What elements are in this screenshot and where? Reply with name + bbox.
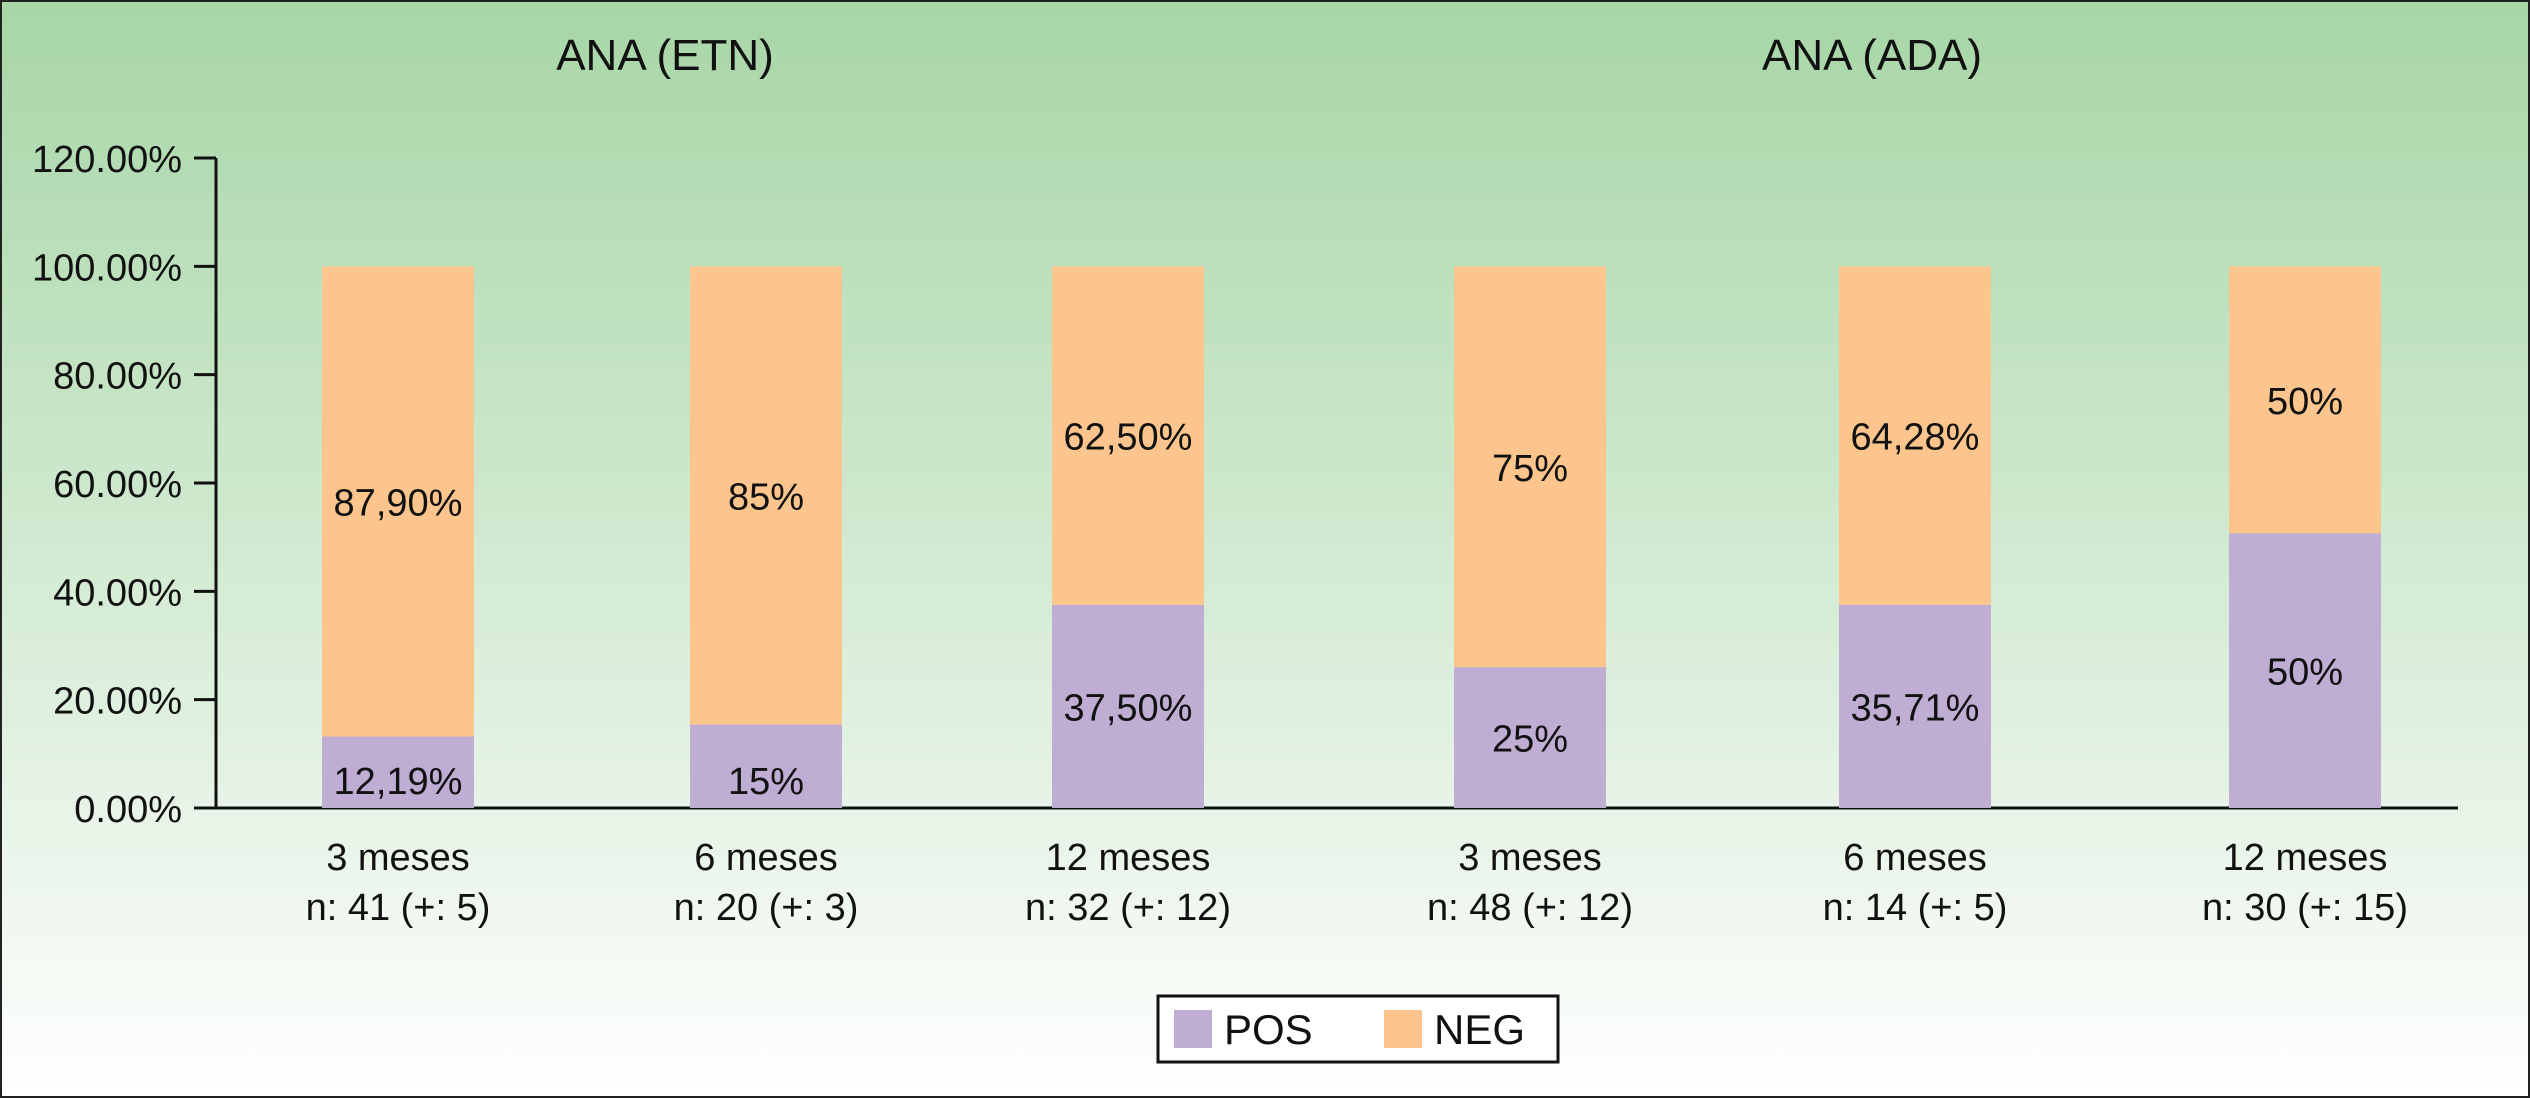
legend-box	[1156, 994, 1560, 1064]
x-tick-sublabel: n: 30 (+: 15)	[2202, 887, 2408, 929]
y-tick-label: 120.00%	[32, 139, 182, 181]
group-titles: ANA (ETN) ANA (ADA)	[556, 31, 1982, 80]
bar-data-label: 35,71%	[1851, 687, 1980, 729]
legend-label-neg: NEG	[1434, 1006, 1525, 1053]
bar-segment-pos	[1052, 604, 1204, 808]
x-axis-labels: 3 meses n: 41 (+: 5) 6 meses n: 20 (+: 3) 12…	[306, 837, 2408, 929]
legend: POS NEG	[1156, 994, 1560, 1064]
bar-segment-neg	[322, 266, 474, 737]
bar-segment-pos	[1839, 604, 1991, 808]
bar-data-label: 25%	[1492, 719, 1568, 761]
bar-segment-pos	[2229, 533, 2381, 808]
axes: 0.00% 20.00% 40.00% 60.00% 80.00% 100.00% 120.…	[32, 139, 2458, 831]
y-tick-label: 40.00%	[53, 572, 182, 614]
y-tick-label: 0.00%	[74, 789, 182, 831]
bar-data-label: 12,19%	[334, 761, 463, 803]
bar-segment-neg	[1052, 266, 1204, 605]
bar-segment-neg	[1839, 266, 1991, 605]
bar-data-label: 64,28%	[1851, 417, 1980, 459]
bar-data-label: 37,50%	[1064, 687, 1193, 729]
x-tick-sublabel: n: 32 (+: 12)	[1025, 887, 1231, 929]
bar-data-label: 87,90%	[334, 482, 463, 524]
bar-segment-neg	[2229, 266, 2381, 534]
x-tick-label: 6 meses	[1843, 837, 1987, 879]
x-tick-label: 12 meses	[2223, 837, 2388, 879]
y-tick-label: 20.00%	[53, 681, 182, 723]
bar-segment-pos	[1454, 667, 1606, 808]
bar-data-label: 50%	[2267, 652, 2343, 694]
x-tick-sublabel: n: 48 (+: 12)	[1427, 887, 1633, 929]
bar-data-label: 15%	[728, 761, 804, 803]
bar-data-label: 62,50%	[1064, 417, 1193, 459]
bar-segment-neg	[690, 266, 842, 725]
x-tick-label: 12 meses	[1046, 837, 1211, 879]
bar-segment-neg	[1454, 266, 1606, 668]
y-tick-label: 60.00%	[53, 464, 182, 506]
y-tick-label: 80.00%	[53, 356, 182, 398]
legend-label-pos: POS	[1224, 1006, 1313, 1053]
bar-data-label: 50%	[2267, 381, 2343, 423]
bar-segment-pos	[322, 736, 474, 808]
bars: 12,19% 87,90% 15% 85% 37,50% 62,50% 25% 75% 35,7…	[322, 266, 2381, 808]
x-tick-sublabel: n: 20 (+: 3)	[674, 887, 859, 929]
x-tick-sublabel: n: 14 (+: 5)	[1823, 887, 2008, 929]
x-tick-sublabel: n: 41 (+: 5)	[306, 887, 491, 929]
y-tick-label: 100.00%	[32, 247, 182, 289]
x-tick-label: 3 meses	[1458, 837, 1602, 879]
legend-swatch-pos	[1174, 1010, 1212, 1048]
legend-swatch-neg	[1384, 1010, 1422, 1048]
group-title-ada: ANA (ADA)	[1762, 31, 1982, 80]
bar-segment-pos	[690, 724, 842, 808]
group-title-etn: ANA (ETN)	[556, 31, 774, 80]
x-tick-label: 6 meses	[694, 837, 838, 879]
bar-data-label: 75%	[1492, 448, 1568, 490]
x-tick-label: 3 meses	[326, 837, 470, 879]
bar-data-label: 85%	[728, 476, 804, 518]
